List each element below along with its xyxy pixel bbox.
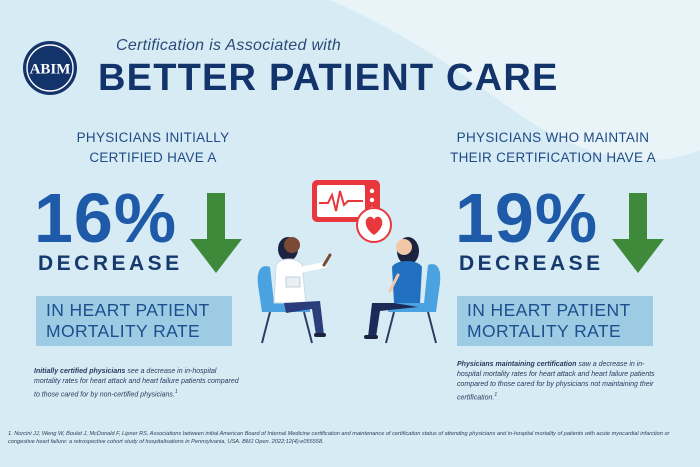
left-box-line2: MORTALITY RATE — [46, 321, 201, 341]
right-percent: 19% — [455, 179, 599, 257]
left-lead: PHYSICIANS INITIALLY CERTIFIED HAVE A — [38, 128, 268, 168]
footnote: 1. Norcini JJ, Weng W, Boulet J, McDonal… — [8, 431, 670, 445]
left-decrease-label: DECREASE — [38, 252, 183, 275]
down-arrow-icon — [190, 193, 242, 273]
left-note-bold: Initially certified physicians — [34, 368, 126, 375]
right-mortality-box: IN HEART PATIENT MORTALITY RATE — [457, 296, 653, 346]
left-box-line1: IN HEART PATIENT — [46, 300, 210, 320]
right-lead-line2: THEIR CERTIFICATION HAVE A — [450, 150, 656, 165]
right-lead-line1: PHYSICIANS WHO MAINTAIN — [456, 130, 650, 145]
left-lead-line1: PHYSICIANS INITIALLY — [76, 130, 230, 145]
right-note-bold: Physicians maintaining certification — [457, 361, 577, 368]
left-note-ref: 1 — [174, 389, 178, 395]
left-percent: 16% — [34, 179, 178, 257]
page-title: BETTER PATIENT CARE — [98, 57, 559, 99]
left-mortality-box: IN HEART PATIENT MORTALITY RATE — [36, 296, 232, 346]
right-box-line2: MORTALITY RATE — [467, 321, 622, 341]
right-note: Physicians maintaining certification saw… — [457, 360, 667, 403]
patient-figure — [364, 237, 422, 339]
left-note-text: see a decrease in in-hospital mortality … — [34, 368, 239, 399]
doctor-patient-illustration — [257, 180, 441, 344]
left-note: Initially certified physicians see a dec… — [34, 367, 244, 400]
left-lead-line2: CERTIFIED HAVE A — [89, 150, 217, 165]
right-decrease-label: DECREASE — [459, 252, 604, 275]
right-lead: PHYSICIANS WHO MAINTAIN THEIR CERTIFICAT… — [448, 128, 658, 168]
right-box-line1: IN HEART PATIENT — [467, 300, 631, 320]
heart-icon — [356, 207, 392, 243]
down-arrow-icon — [612, 193, 664, 273]
right-note-ref: 1 — [494, 392, 498, 398]
right-note-text: saw a decrease in in-hospital mortality … — [457, 361, 655, 402]
subtitle: Certification is Associated with — [116, 37, 342, 54]
doctor-figure — [273, 237, 332, 337]
abim-logo: ABIM — [23, 41, 77, 95]
logo-text: ABIM — [30, 62, 71, 78]
